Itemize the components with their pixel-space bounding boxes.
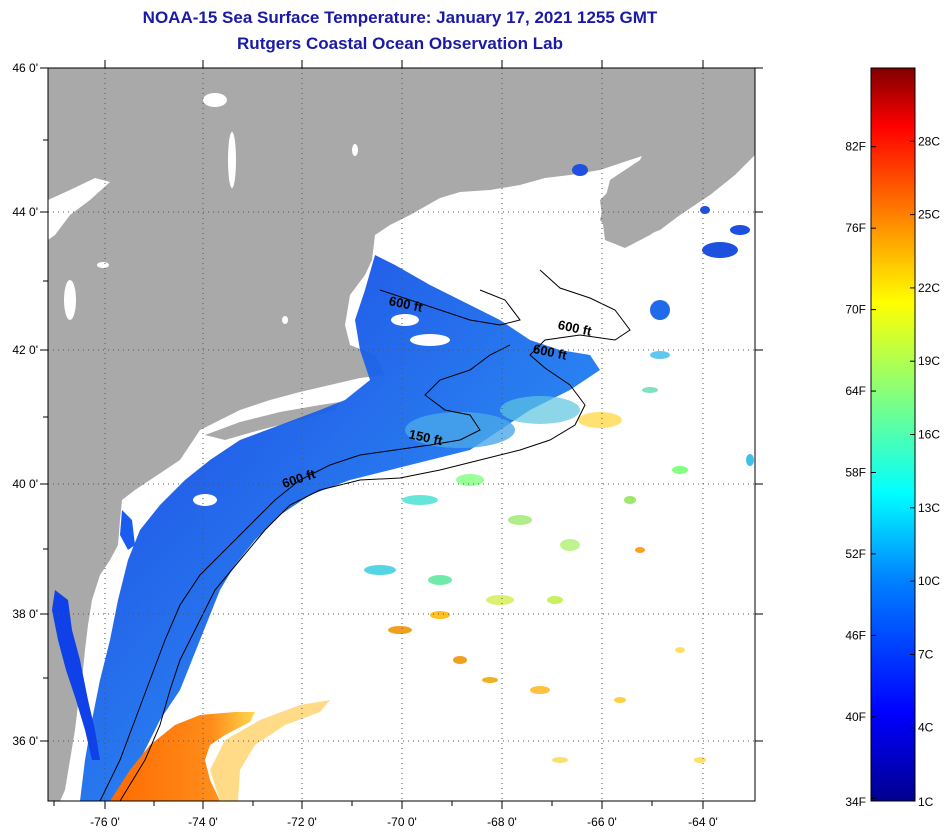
fahrenheit-label: 70F bbox=[845, 303, 866, 317]
gulf-stream-warm-water-edge bbox=[210, 700, 330, 801]
celsius-label: 10C bbox=[918, 574, 940, 588]
chesapeake-bay bbox=[52, 590, 100, 760]
fahrenheit-label: 58F bbox=[845, 466, 866, 480]
celsius-label: 22C bbox=[918, 281, 940, 295]
lon-label-70: -70 0' bbox=[387, 815, 417, 829]
contour-label: 600 ft bbox=[388, 293, 425, 315]
inland-lakes bbox=[48, 93, 358, 324]
celsius-label: 1C bbox=[918, 795, 934, 809]
lon-label-64: -64 0' bbox=[688, 815, 718, 829]
lat-label-44: 44 0' bbox=[12, 205, 38, 219]
offshore-temperature-patches bbox=[364, 164, 754, 763]
map-subtitle: Rutgers Coastal Ocean Observation Lab bbox=[237, 34, 563, 53]
lon-label-66: -66 0' bbox=[587, 815, 617, 829]
celsius-label: 7C bbox=[918, 647, 934, 661]
celsius-label: 28C bbox=[918, 134, 940, 148]
contour-label: 600 ft bbox=[557, 317, 594, 339]
lat-label-40: 40 0' bbox=[12, 477, 38, 491]
fahrenheit-label: 34F bbox=[845, 795, 866, 809]
contour-label: 600 ft bbox=[532, 341, 569, 363]
lon-label-76: -76 0' bbox=[90, 815, 120, 829]
coastal-cold-water bbox=[80, 255, 600, 801]
land-long-island bbox=[205, 402, 340, 440]
fahrenheit-label: 64F bbox=[845, 384, 866, 398]
land-mass bbox=[48, 68, 755, 801]
bathymetry-contours bbox=[99, 269, 631, 801]
lat-label-46: 46 0' bbox=[12, 61, 38, 75]
lon-label-68: -68 0' bbox=[487, 815, 517, 829]
cloud-gaps bbox=[193, 314, 450, 506]
graticule bbox=[48, 68, 755, 801]
colorbar-labels: 28C 25C 22C 19C 16C 13C 10C 7C 4C 1C 82F 76F 70F 64F 5… bbox=[845, 134, 940, 809]
celsius-label: 4C bbox=[918, 721, 934, 735]
gulf-stream-warm-water bbox=[110, 712, 255, 801]
fahrenheit-label: 46F bbox=[845, 628, 866, 642]
fahrenheit-label: 76F bbox=[845, 221, 866, 235]
temperature-color-bar bbox=[870, 67, 916, 802]
contour-label: 150 ft bbox=[408, 427, 445, 449]
lat-label-36: 36 0' bbox=[12, 734, 38, 748]
lat-label-38: 38 0' bbox=[12, 607, 38, 621]
celsius-label: 16C bbox=[918, 428, 940, 442]
celsius-label: 19C bbox=[918, 354, 940, 368]
lon-label-72: -72 0' bbox=[287, 815, 317, 829]
land-nova-scotia bbox=[600, 115, 755, 248]
lon-label-74: -74 0' bbox=[188, 815, 218, 829]
celsius-label: 25C bbox=[918, 208, 940, 222]
fahrenheit-label: 40F bbox=[845, 710, 866, 724]
lat-label-42: 42 0' bbox=[12, 343, 38, 357]
axis-ticks bbox=[40, 60, 763, 809]
delaware-bay bbox=[120, 510, 135, 550]
fahrenheit-label: 82F bbox=[845, 140, 866, 154]
fahrenheit-label: 52F bbox=[845, 547, 866, 561]
celsius-label: 13C bbox=[918, 501, 940, 515]
map-title: NOAA-15 Sea Surface Temperature: January… bbox=[142, 8, 658, 27]
